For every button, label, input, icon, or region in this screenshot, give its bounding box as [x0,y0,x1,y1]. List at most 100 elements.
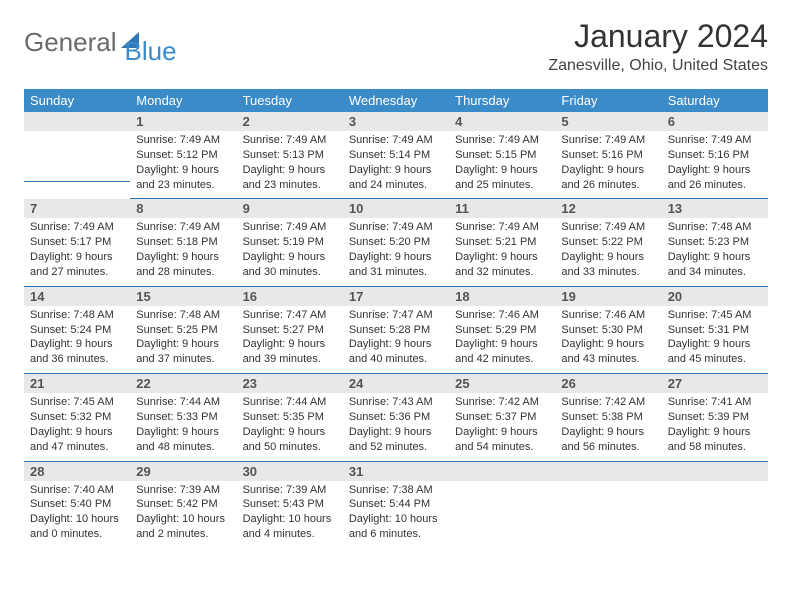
day-number: 7 [24,199,130,218]
day-header-fri: Friday [555,89,661,112]
sunrise-text: Sunrise: 7:43 AM [349,395,443,410]
calendar-cell: 16Sunrise: 7:47 AMSunset: 5:27 PMDayligh… [237,287,343,374]
day-details [449,481,555,525]
sunrise-text: Sunrise: 7:49 AM [561,220,655,235]
week-row: 1Sunrise: 7:49 AMSunset: 5:12 PMDaylight… [24,112,768,199]
daylight-text: Daylight: 9 hours and 45 minutes. [668,337,762,367]
calendar-cell [449,462,555,548]
calendar-cell: 19Sunrise: 7:46 AMSunset: 5:30 PMDayligh… [555,287,661,374]
day-number: 15 [130,287,236,306]
day-number: 2 [237,112,343,131]
sunset-text: Sunset: 5:22 PM [561,235,655,250]
calendar-cell: 25Sunrise: 7:42 AMSunset: 5:37 PMDayligh… [449,374,555,461]
location-text: Zanesville, Ohio, United States [548,57,768,75]
daylight-text: Daylight: 10 hours and 0 minutes. [30,512,124,542]
sunrise-text: Sunrise: 7:49 AM [455,133,549,148]
daylight-text: Daylight: 9 hours and 31 minutes. [349,250,443,280]
daylight-text: Daylight: 9 hours and 26 minutes. [561,163,655,193]
daylight-text: Daylight: 9 hours and 43 minutes. [561,337,655,367]
day-details [662,481,768,525]
day-number: 5 [555,112,661,131]
day-number: 16 [237,287,343,306]
day-details: Sunrise: 7:49 AMSunset: 5:14 PMDaylight:… [343,131,449,192]
calendar-cell: 21Sunrise: 7:45 AMSunset: 5:32 PMDayligh… [24,374,130,461]
day-details: Sunrise: 7:49 AMSunset: 5:17 PMDaylight:… [24,218,130,279]
sunset-text: Sunset: 5:35 PM [243,410,337,425]
day-details: Sunrise: 7:45 AMSunset: 5:32 PMDaylight:… [24,393,130,454]
day-number: 19 [555,287,661,306]
calendar-cell [555,462,661,548]
sunrise-text: Sunrise: 7:48 AM [668,220,762,235]
daylight-text: Daylight: 9 hours and 52 minutes. [349,425,443,455]
calendar-cell: 12Sunrise: 7:49 AMSunset: 5:22 PMDayligh… [555,199,661,286]
day-details: Sunrise: 7:43 AMSunset: 5:36 PMDaylight:… [343,393,449,454]
day-details: Sunrise: 7:49 AMSunset: 5:13 PMDaylight:… [237,131,343,192]
calendar-cell: 9Sunrise: 7:49 AMSunset: 5:19 PMDaylight… [237,199,343,286]
daylight-text: Daylight: 9 hours and 25 minutes. [455,163,549,193]
daylight-text: Daylight: 9 hours and 30 minutes. [243,250,337,280]
sunset-text: Sunset: 5:38 PM [561,410,655,425]
day-number: 30 [237,462,343,481]
calendar-cell: 5Sunrise: 7:49 AMSunset: 5:16 PMDaylight… [555,112,661,199]
daylight-text: Daylight: 9 hours and 54 minutes. [455,425,549,455]
day-details: Sunrise: 7:48 AMSunset: 5:24 PMDaylight:… [24,306,130,367]
calendar-cell: 2Sunrise: 7:49 AMSunset: 5:13 PMDaylight… [237,112,343,199]
day-details: Sunrise: 7:49 AMSunset: 5:18 PMDaylight:… [130,218,236,279]
day-number: 17 [343,287,449,306]
daylight-text: Daylight: 10 hours and 6 minutes. [349,512,443,542]
sunrise-text: Sunrise: 7:49 AM [30,220,124,235]
calendar-cell: 7Sunrise: 7:49 AMSunset: 5:17 PMDaylight… [24,199,130,286]
calendar-cell: 30Sunrise: 7:39 AMSunset: 5:43 PMDayligh… [237,462,343,548]
calendar-cell: 29Sunrise: 7:39 AMSunset: 5:42 PMDayligh… [130,462,236,548]
daylight-text: Daylight: 9 hours and 58 minutes. [668,425,762,455]
sunset-text: Sunset: 5:15 PM [455,148,549,163]
sunset-text: Sunset: 5:23 PM [668,235,762,250]
day-details: Sunrise: 7:45 AMSunset: 5:31 PMDaylight:… [662,306,768,367]
day-header-thu: Thursday [449,89,555,112]
calendar-cell: 24Sunrise: 7:43 AMSunset: 5:36 PMDayligh… [343,374,449,461]
day-number: 3 [343,112,449,131]
sunrise-text: Sunrise: 7:46 AM [455,308,549,323]
calendar-cell: 13Sunrise: 7:48 AMSunset: 5:23 PMDayligh… [662,199,768,286]
month-title: January 2024 [548,18,768,55]
sunrise-text: Sunrise: 7:49 AM [243,220,337,235]
sunrise-text: Sunrise: 7:48 AM [136,308,230,323]
week-row: 21Sunrise: 7:45 AMSunset: 5:32 PMDayligh… [24,374,768,461]
day-number: 27 [662,374,768,393]
sunrise-text: Sunrise: 7:46 AM [561,308,655,323]
day-details: Sunrise: 7:42 AMSunset: 5:38 PMDaylight:… [555,393,661,454]
sunrise-text: Sunrise: 7:44 AM [243,395,337,410]
daylight-text: Daylight: 9 hours and 47 minutes. [30,425,124,455]
day-number: 24 [343,374,449,393]
day-details: Sunrise: 7:49 AMSunset: 5:19 PMDaylight:… [237,218,343,279]
day-details: Sunrise: 7:46 AMSunset: 5:30 PMDaylight:… [555,306,661,367]
day-details: Sunrise: 7:49 AMSunset: 5:16 PMDaylight:… [555,131,661,192]
sunset-text: Sunset: 5:24 PM [30,323,124,338]
daylight-text: Daylight: 10 hours and 2 minutes. [136,512,230,542]
sunset-text: Sunset: 5:33 PM [136,410,230,425]
daylight-text: Daylight: 9 hours and 42 minutes. [455,337,549,367]
day-number: 12 [555,199,661,218]
sunset-text: Sunset: 5:25 PM [136,323,230,338]
sunset-text: Sunset: 5:17 PM [30,235,124,250]
logo-text-general: General [24,27,117,58]
sunset-text: Sunset: 5:36 PM [349,410,443,425]
day-header-row: Sunday Monday Tuesday Wednesday Thursday… [24,89,768,112]
day-number: 8 [130,199,236,218]
day-number: 28 [24,462,130,481]
daylight-text: Daylight: 9 hours and 39 minutes. [243,337,337,367]
daylight-text: Daylight: 9 hours and 32 minutes. [455,250,549,280]
calendar-cell [662,462,768,548]
sunset-text: Sunset: 5:13 PM [243,148,337,163]
day-details: Sunrise: 7:38 AMSunset: 5:44 PMDaylight:… [343,481,449,542]
daylight-text: Daylight: 9 hours and 34 minutes. [668,250,762,280]
calendar-cell: 20Sunrise: 7:45 AMSunset: 5:31 PMDayligh… [662,287,768,374]
day-number: 22 [130,374,236,393]
day-number: 31 [343,462,449,481]
week-row: 14Sunrise: 7:48 AMSunset: 5:24 PMDayligh… [24,287,768,374]
sunrise-text: Sunrise: 7:41 AM [668,395,762,410]
sunset-text: Sunset: 5:30 PM [561,323,655,338]
calendar-cell: 6Sunrise: 7:49 AMSunset: 5:16 PMDaylight… [662,112,768,199]
day-number: 20 [662,287,768,306]
sunrise-text: Sunrise: 7:48 AM [30,308,124,323]
